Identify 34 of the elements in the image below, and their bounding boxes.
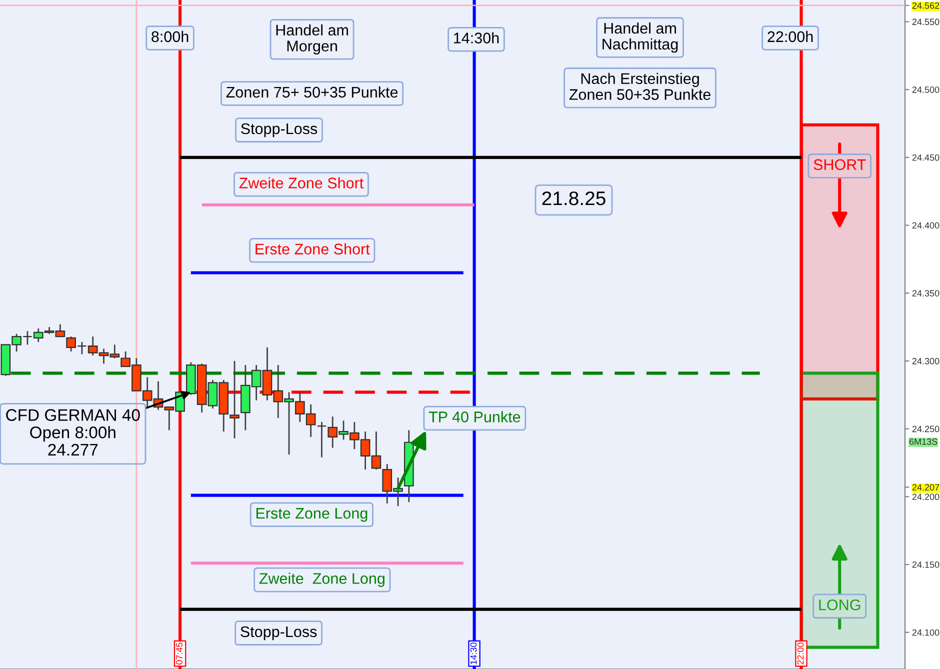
y-tick-label: 24.100 <box>912 629 940 636</box>
x-tick-label: 22:00 <box>797 642 804 664</box>
y-tick-label: 24.562 <box>912 2 940 9</box>
annotation: 14:30h <box>454 32 499 44</box>
text: 6M13S <box>909 438 938 445</box>
annotation: Erste Zone Long <box>256 508 368 522</box>
annotation: Zweite Zone Long <box>259 572 384 587</box>
y-tick-label: 24.500 <box>912 86 940 93</box>
y-tick-label: 24.207 <box>912 484 940 491</box>
annotation: CFD GERMAN 40 Open 8:00h 24.277 <box>6 409 140 456</box>
y-tick-label: 24.550 <box>912 18 940 26</box>
y-tick-label: 24.150 <box>912 561 940 568</box>
annotation: Zweite Zone Short <box>239 177 364 188</box>
y-tick-label: 24.250 <box>912 426 940 432</box>
annotation: 8:00h <box>152 30 188 42</box>
annotation: Zonen 75+ 50+35 Punkte <box>226 86 398 98</box>
annotation: Nach Ersteinstieg Zonen 50+35 Punkte <box>569 72 710 100</box>
annotation: Handel am Morgen <box>276 24 348 54</box>
series-label: LONG <box>819 599 860 610</box>
y-tick-label: 24.350 <box>912 290 940 296</box>
y-tick-label: 24.200 <box>912 494 940 500</box>
annotation: Stopp-Loss <box>240 626 317 640</box>
annotation: Erste Zone Short <box>256 243 370 254</box>
annotation: TP 40 Punkte <box>428 411 520 422</box>
x-tick-label: 07:45 <box>176 642 182 664</box>
annotation: Handel am Nachmittag <box>602 22 678 53</box>
y-tick-label: 24.450 <box>912 154 940 161</box>
y-tick-label: 24.400 <box>912 222 940 229</box>
series-label: SHORT <box>814 159 866 170</box>
annotation: Stopp-Loss <box>241 123 318 138</box>
annotation: 21.8.25 <box>542 191 606 206</box>
annotation: 22:00h <box>768 30 813 42</box>
y-tick-label: 24.300 <box>912 358 940 364</box>
x-tick-label: 14:30 <box>470 642 477 664</box>
